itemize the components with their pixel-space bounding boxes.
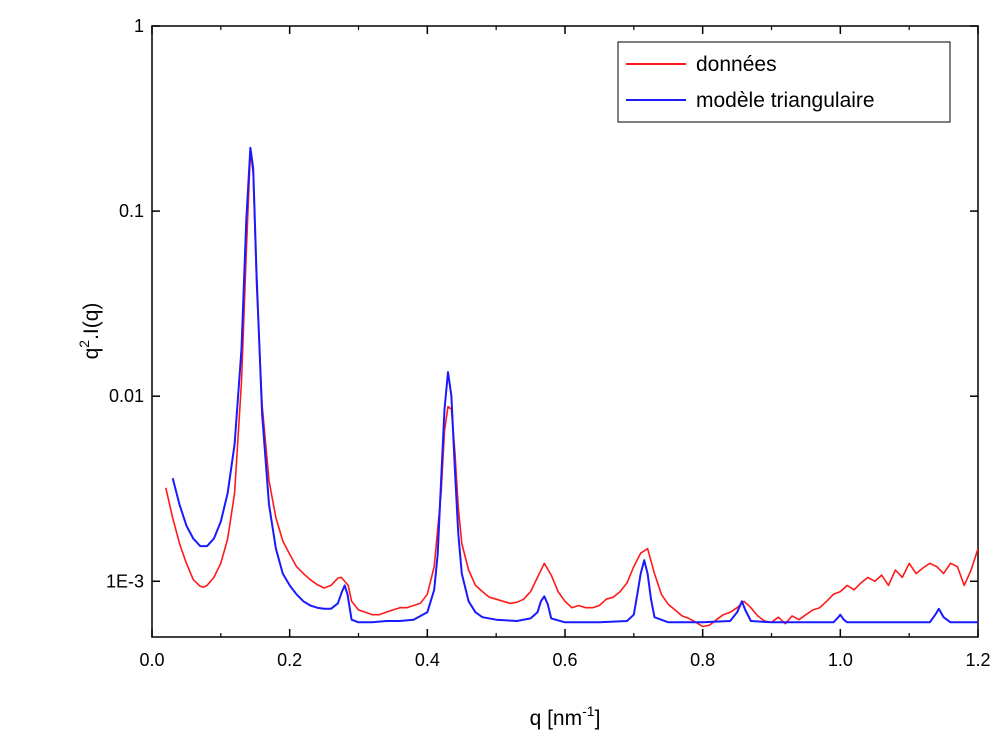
y-tick-label: 1 [134, 16, 144, 36]
legend: données modèle triangulaire [617, 41, 951, 123]
legend-label-modele: modèle triangulaire [696, 89, 875, 112]
series-group [165, 146, 978, 628]
legend-label-donnees: données [696, 53, 777, 76]
x-tick-label: 0.2 [277, 650, 302, 670]
y-tick-label: 0.01 [109, 386, 144, 406]
x-axis-label: q [nm-1] [530, 703, 601, 730]
axis-ticks: 0.0 0.2 0.4 0.6 0.8 1.0 1.2 1E-3 0.01 0.1 1 [106, 16, 991, 670]
series-line-0 [165, 150, 978, 628]
x-tick-label: 0.8 [690, 650, 715, 670]
legend-box [617, 41, 951, 123]
x-tick-label: 1.0 [828, 650, 853, 670]
x-tick-label: 0.0 [139, 650, 164, 670]
x-tick-label: 0.6 [552, 650, 577, 670]
y-tick-label: 1E-3 [106, 571, 144, 591]
x-tick-label: 1.2 [965, 650, 990, 670]
x-tick-label: 0.4 [415, 650, 440, 670]
series-line-1 [171, 146, 978, 624]
y-axis-label: q2.I(q) [76, 303, 103, 360]
y-tick-label: 0.1 [119, 201, 144, 221]
